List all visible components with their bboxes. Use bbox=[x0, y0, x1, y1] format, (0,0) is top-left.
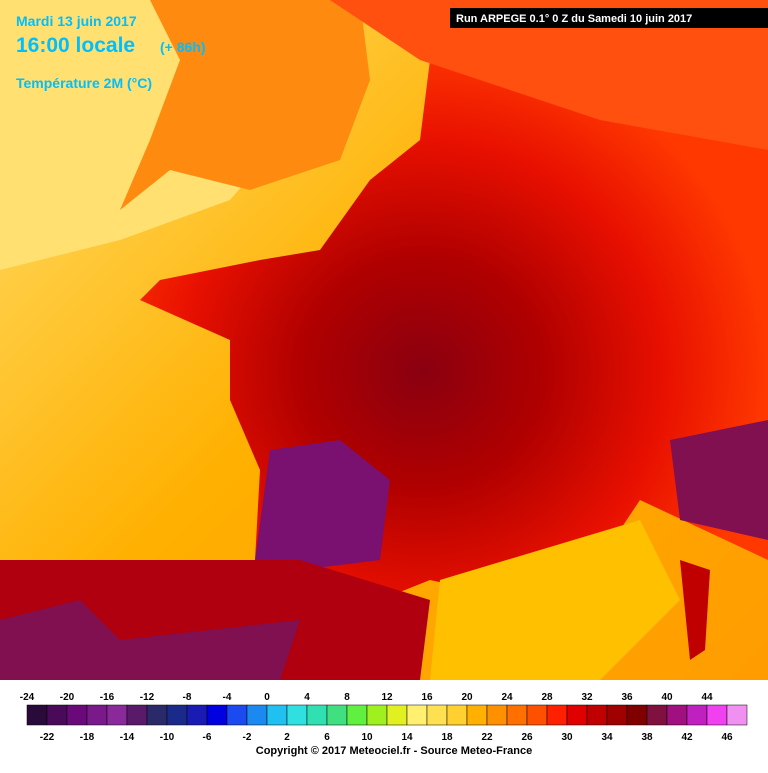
scale-swatch bbox=[606, 704, 628, 726]
scale-swatch bbox=[666, 704, 688, 726]
scale-label: 2 bbox=[284, 732, 290, 743]
scale-label: 14 bbox=[401, 732, 413, 743]
scale-swatch bbox=[186, 704, 208, 726]
scale-label: 22 bbox=[481, 732, 493, 743]
parameter: Température 2M (°C) bbox=[16, 75, 152, 91]
scale-swatch bbox=[406, 704, 428, 726]
scale-swatch bbox=[526, 704, 548, 726]
date: Mardi 13 juin 2017 bbox=[16, 13, 137, 29]
scale-swatch bbox=[66, 704, 88, 726]
scale-label: 20 bbox=[461, 692, 473, 703]
scale-label: 30 bbox=[561, 732, 573, 743]
scale-label: 12 bbox=[381, 692, 393, 703]
scale-swatch bbox=[706, 704, 728, 726]
north-europe bbox=[330, 0, 768, 150]
scale-swatch bbox=[686, 704, 708, 726]
scale-swatch bbox=[486, 704, 508, 726]
britain bbox=[120, 0, 370, 210]
scale-swatch bbox=[546, 704, 568, 726]
scale-label: -10 bbox=[160, 732, 175, 743]
scale-label: 4 bbox=[304, 692, 310, 703]
run-banner bbox=[450, 8, 768, 28]
scale-swatch bbox=[626, 704, 648, 726]
scale-swatch bbox=[46, 704, 68, 726]
scale-swatch bbox=[206, 704, 228, 726]
scale-label: -6 bbox=[203, 732, 212, 743]
scale-label: 38 bbox=[641, 732, 653, 743]
scale-swatch bbox=[286, 704, 308, 726]
copyright: Copyright © 2017 Meteociel.fr - Source M… bbox=[256, 745, 532, 757]
scale-swatch bbox=[446, 704, 468, 726]
scale-label: 36 bbox=[621, 692, 633, 703]
iberia-hot bbox=[0, 600, 300, 680]
scale-swatch bbox=[426, 704, 448, 726]
scale-swatch bbox=[346, 704, 368, 726]
scale-label: 6 bbox=[324, 732, 330, 743]
hot-spot-southwest bbox=[255, 440, 390, 570]
scale-label: 18 bbox=[441, 732, 453, 743]
scale-label: -14 bbox=[120, 732, 135, 743]
scale-swatch bbox=[586, 704, 608, 726]
scale-swatch bbox=[326, 704, 348, 726]
scale-label: -12 bbox=[140, 692, 155, 703]
offset: (+ 86h) bbox=[160, 39, 206, 55]
scale-label: -8 bbox=[183, 692, 192, 703]
scale-label: -22 bbox=[40, 732, 55, 743]
scale-label: 40 bbox=[661, 692, 673, 703]
scale-label: 8 bbox=[344, 692, 350, 703]
scale-label: 10 bbox=[361, 732, 373, 743]
scale-label: 34 bbox=[601, 732, 613, 743]
hot-spot-italy bbox=[670, 420, 768, 540]
scale-label: 46 bbox=[721, 732, 733, 743]
scale-label: 44 bbox=[701, 692, 713, 703]
scale-label: 16 bbox=[421, 692, 433, 703]
scale-swatch bbox=[246, 704, 268, 726]
scale-swatch bbox=[466, 704, 488, 726]
scale-swatch bbox=[86, 704, 108, 726]
scale-label: -4 bbox=[223, 692, 232, 703]
scale-label: 26 bbox=[521, 732, 533, 743]
time: 16:00 locale bbox=[16, 34, 135, 57]
scale-swatch bbox=[726, 704, 748, 726]
scale-label: 24 bbox=[501, 692, 513, 703]
corsica bbox=[680, 560, 710, 660]
scale-swatch bbox=[386, 704, 408, 726]
scale-swatch bbox=[126, 704, 148, 726]
scale-swatch bbox=[226, 704, 248, 726]
scale-label: -2 bbox=[243, 732, 252, 743]
scale-swatch bbox=[506, 704, 528, 726]
scale-swatch bbox=[646, 704, 668, 726]
scale-label: 0 bbox=[264, 692, 270, 703]
scale-label: 42 bbox=[681, 732, 693, 743]
run-info: Run ARPEGE 0.1° 0 Z du Samedi 10 juin 20… bbox=[456, 13, 692, 25]
scale-swatch bbox=[146, 704, 168, 726]
scale-swatch bbox=[306, 704, 328, 726]
scale-swatch bbox=[166, 704, 188, 726]
scale-swatch bbox=[26, 704, 48, 726]
scale-label: -18 bbox=[80, 732, 95, 743]
scale-swatch bbox=[266, 704, 288, 726]
mediterranean bbox=[430, 520, 680, 680]
scale-label: -16 bbox=[100, 692, 115, 703]
scale-swatch bbox=[566, 704, 588, 726]
scale-swatch bbox=[106, 704, 128, 726]
scale-label: 32 bbox=[581, 692, 593, 703]
scale-label: 28 bbox=[541, 692, 553, 703]
scale-swatch bbox=[366, 704, 388, 726]
scale-label: -20 bbox=[60, 692, 75, 703]
scale-label: -24 bbox=[20, 692, 35, 703]
